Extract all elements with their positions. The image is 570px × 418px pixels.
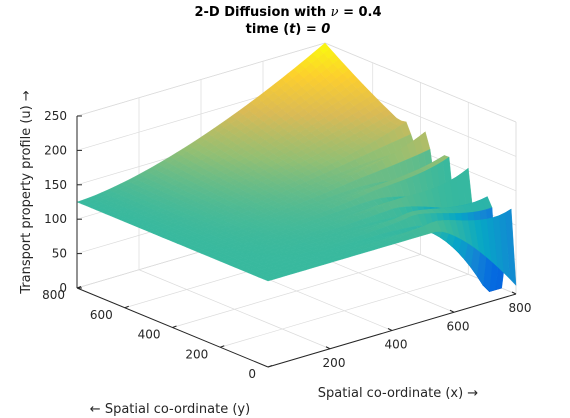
surface-plot	[76, 42, 517, 293]
y-tick-mark	[267, 365, 273, 368]
y-tick-mark	[220, 345, 225, 348]
z-tick-label: 50	[52, 247, 67, 261]
y-tick-label: 400	[138, 328, 161, 342]
y-tick-label: 0	[248, 367, 256, 381]
surface-patch	[262, 276, 275, 282]
x-tick-label: 400	[385, 338, 408, 352]
y-tick-mark	[124, 305, 129, 309]
z-tick-label: 100	[44, 212, 67, 226]
x-tick-mark	[449, 309, 455, 313]
z-axis-label: Transport property profile (u) →	[19, 90, 34, 295]
x-tick-label: 800	[509, 301, 532, 315]
x-tick-mark	[511, 291, 517, 295]
y-axis-label: ← Spatial co-ordinate (y)	[90, 402, 250, 417]
y-tick-label: 800	[42, 288, 65, 302]
y-tick-mark	[172, 325, 177, 328]
z-tick-label: 250	[44, 109, 67, 123]
x-axis-label: Spatial co-ordinate (x) →	[318, 386, 479, 401]
y-tick-label: 600	[90, 308, 113, 322]
chart-title-line1: 2-D Diffusion with ν = 0.4	[194, 5, 381, 20]
chart-title-line2: time (t) = 0	[246, 22, 331, 37]
grid-line-floor-y	[172, 254, 421, 328]
z-tick-label: 200	[44, 143, 67, 157]
x-tick-label: 200	[323, 356, 346, 370]
z-tick-label: 150	[44, 178, 67, 192]
axes-back-edge	[324, 42, 517, 123]
axes-back-edge	[76, 42, 326, 117]
x-tick-mark	[325, 346, 331, 350]
x-tick-mark	[387, 328, 393, 331]
y-tick-label: 200	[185, 347, 208, 361]
grid-line-floor-y	[220, 273, 469, 348]
x-tick-label: 600	[447, 319, 470, 333]
z-tick-label: 0	[59, 281, 67, 295]
